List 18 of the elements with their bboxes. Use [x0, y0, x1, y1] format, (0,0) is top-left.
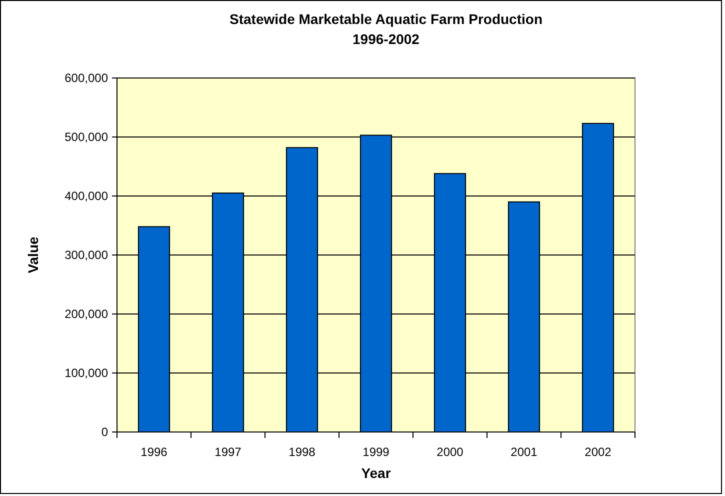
y-tick-label: 600,000 — [64, 71, 108, 86]
y-tick-label: 0 — [101, 425, 108, 440]
chart-subtitle: 1996-2002 — [352, 31, 420, 47]
y-tick-label: 500,000 — [64, 130, 108, 144]
x-axis-title: Year — [361, 465, 392, 481]
y-tick-label: 200,000 — [64, 307, 108, 322]
x-tick-label: 2000 — [436, 445, 464, 459]
y-tick-label: 400,000 — [64, 189, 108, 204]
x-tick-label: 2002 — [584, 445, 612, 459]
x-tick-label: 2001 — [510, 445, 538, 459]
y-tick-label: 100,000 — [64, 366, 108, 380]
chart-title: Statewide Marketable Aquatic Farm Production — [230, 11, 542, 27]
y-tick-label: 300,000 — [64, 248, 108, 262]
y-axis-title: Value — [25, 236, 41, 274]
x-tick-label: 1997 — [214, 445, 242, 459]
x-tick-label: 1999 — [362, 445, 390, 459]
x-tick-label: 1998 — [288, 445, 316, 459]
x-tick-label: 1996 — [140, 445, 168, 459]
